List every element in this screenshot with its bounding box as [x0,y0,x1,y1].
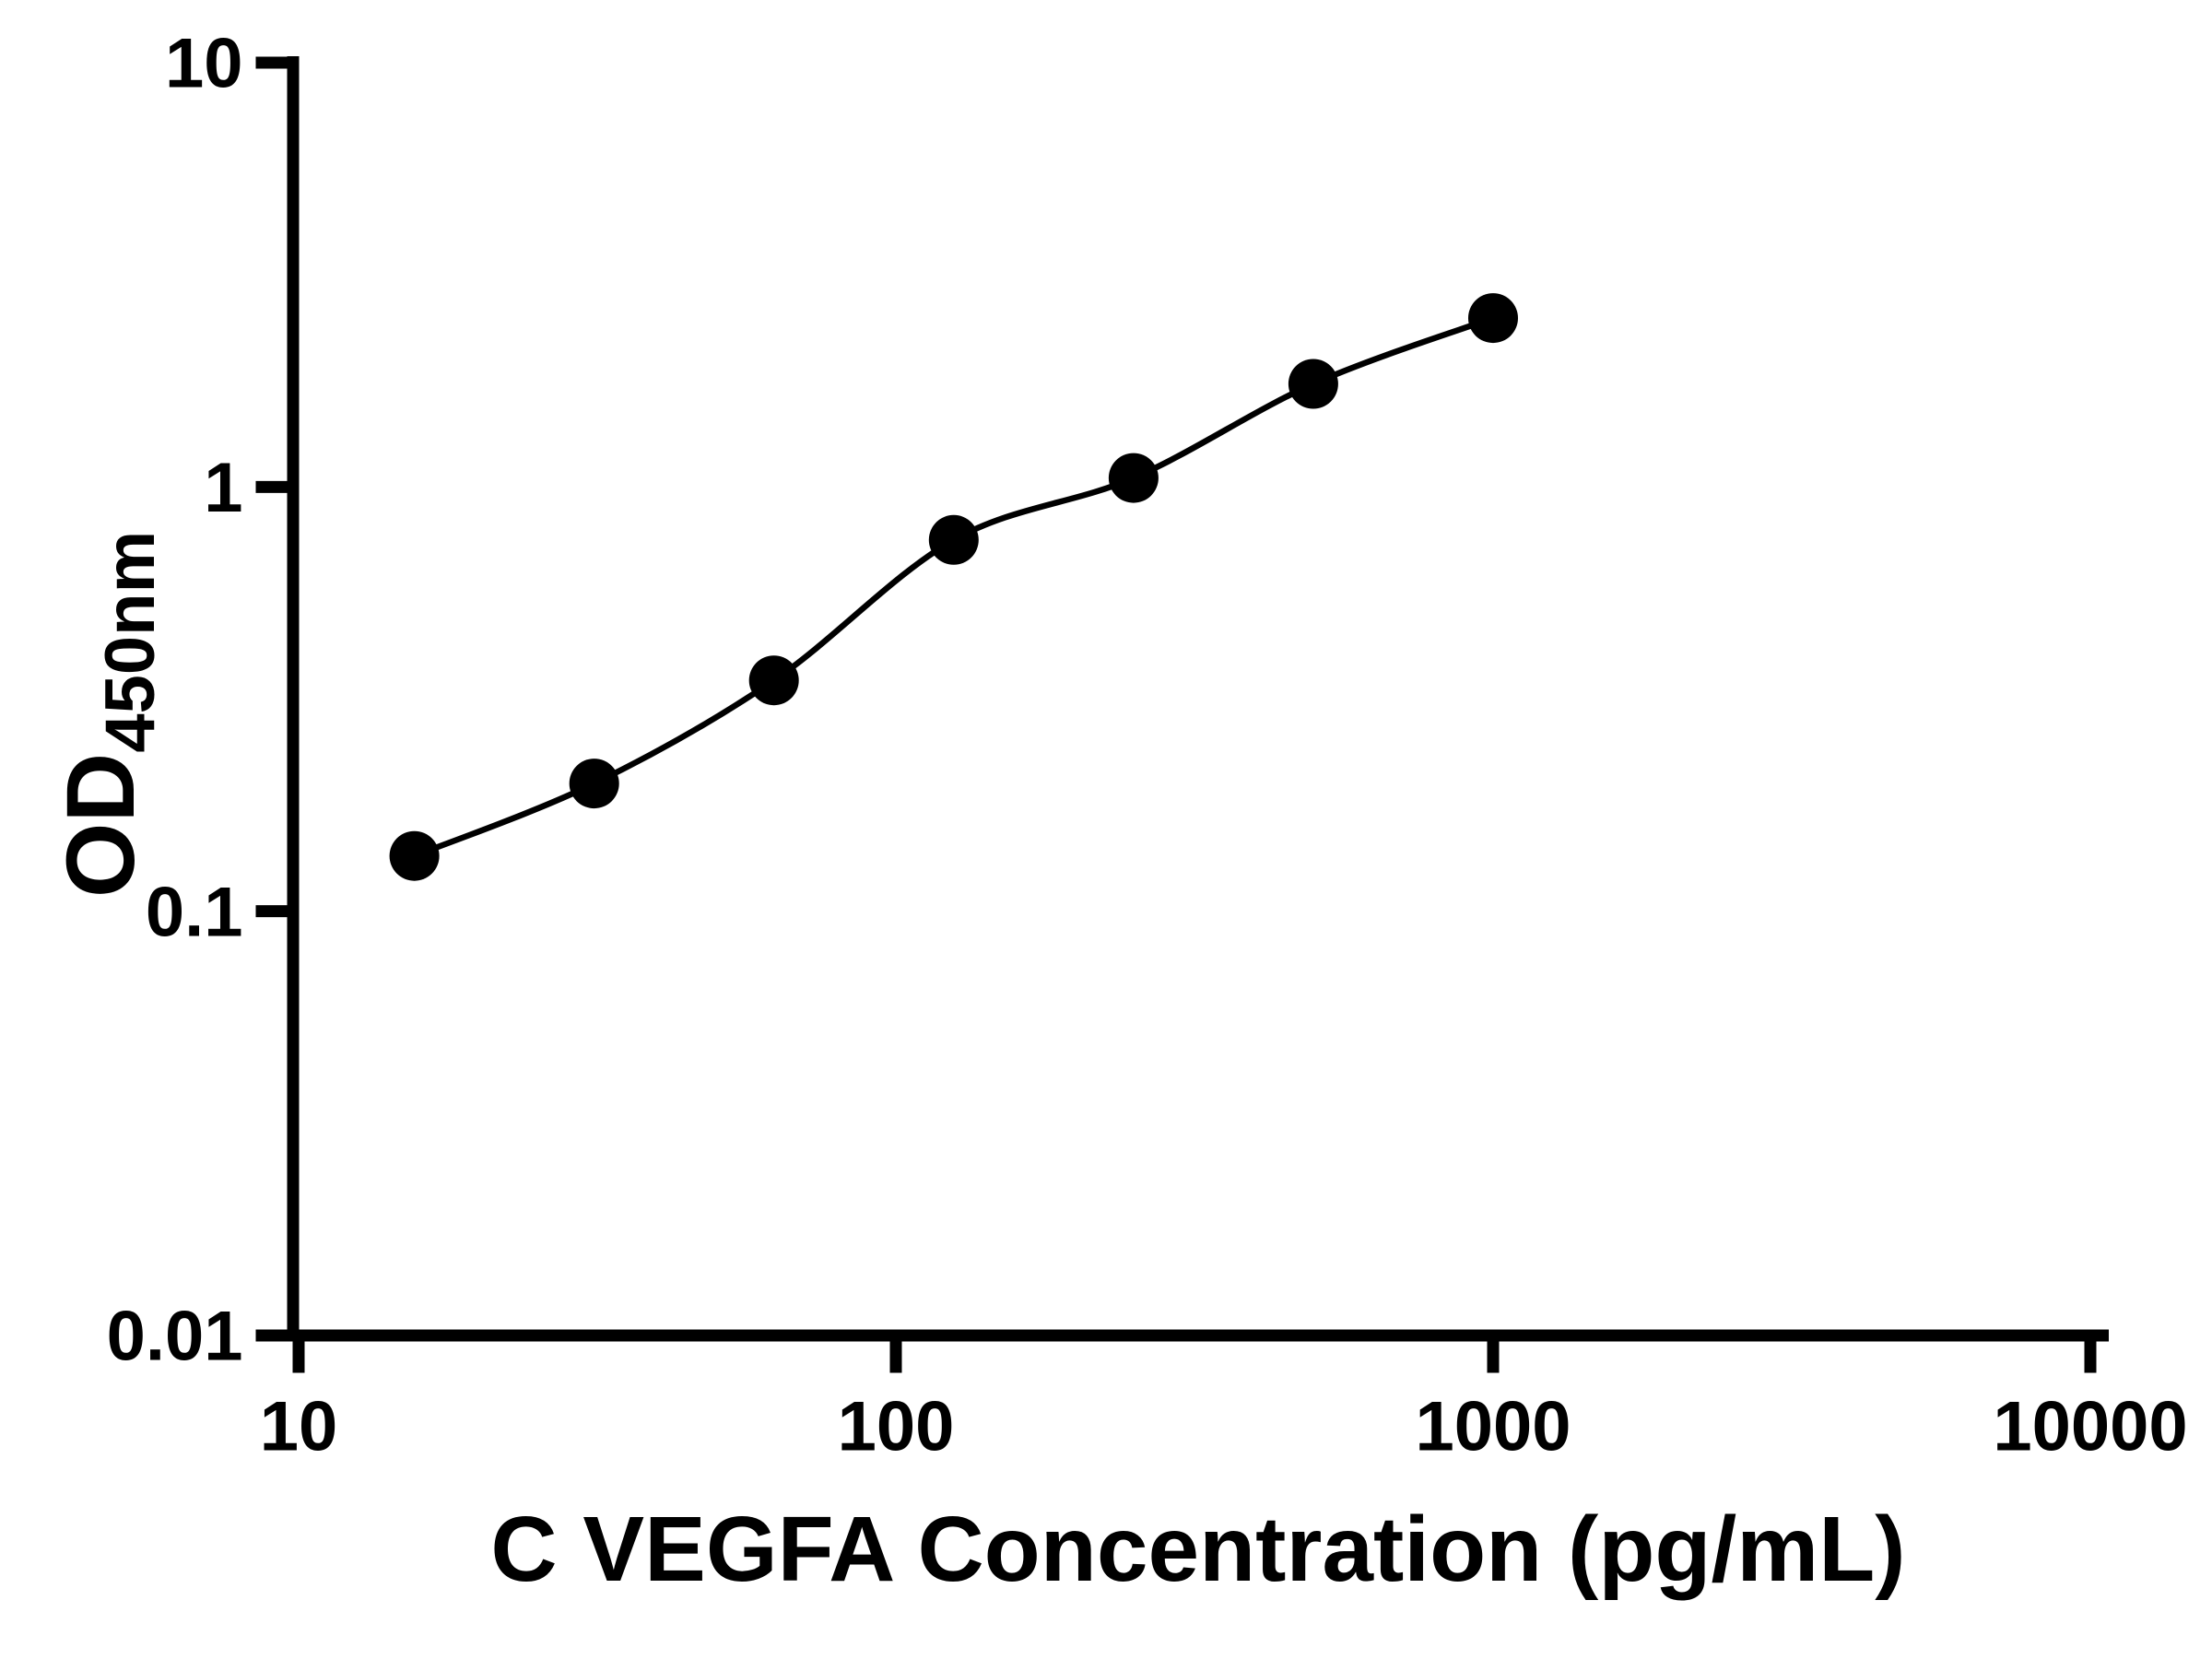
y-tick-label: 10 [165,25,243,103]
x-axis-title: C VEGFA Concentration (pg/mL) [490,1498,1905,1601]
data-point-marker [1108,453,1159,503]
data-point-marker [748,655,799,706]
x-tick-label: 10 [260,1388,338,1466]
y-axis-title: OD450nm [47,531,170,898]
data-point-marker [569,759,619,809]
data-point-marker [928,514,979,565]
y-axis-title-main: OD [47,753,155,899]
data-point-marker [1288,359,1338,409]
y-axis-title-subscript: 450nm [91,531,170,753]
y-tick-label: 0.01 [107,1298,243,1376]
x-tick-label: 10000 [1993,1388,2187,1466]
x-tick-label: 1000 [1415,1388,1571,1466]
plot-area: 10 100 1000 10000 0.01 0.1 1 10 [107,25,2188,1466]
data-point-marker [1468,293,1518,344]
data-point-marker [389,830,440,881]
y-tick-label: 1 [204,449,242,527]
y-tick-label: 0.1 [146,873,243,951]
x-tick-label: 100 [838,1388,955,1466]
